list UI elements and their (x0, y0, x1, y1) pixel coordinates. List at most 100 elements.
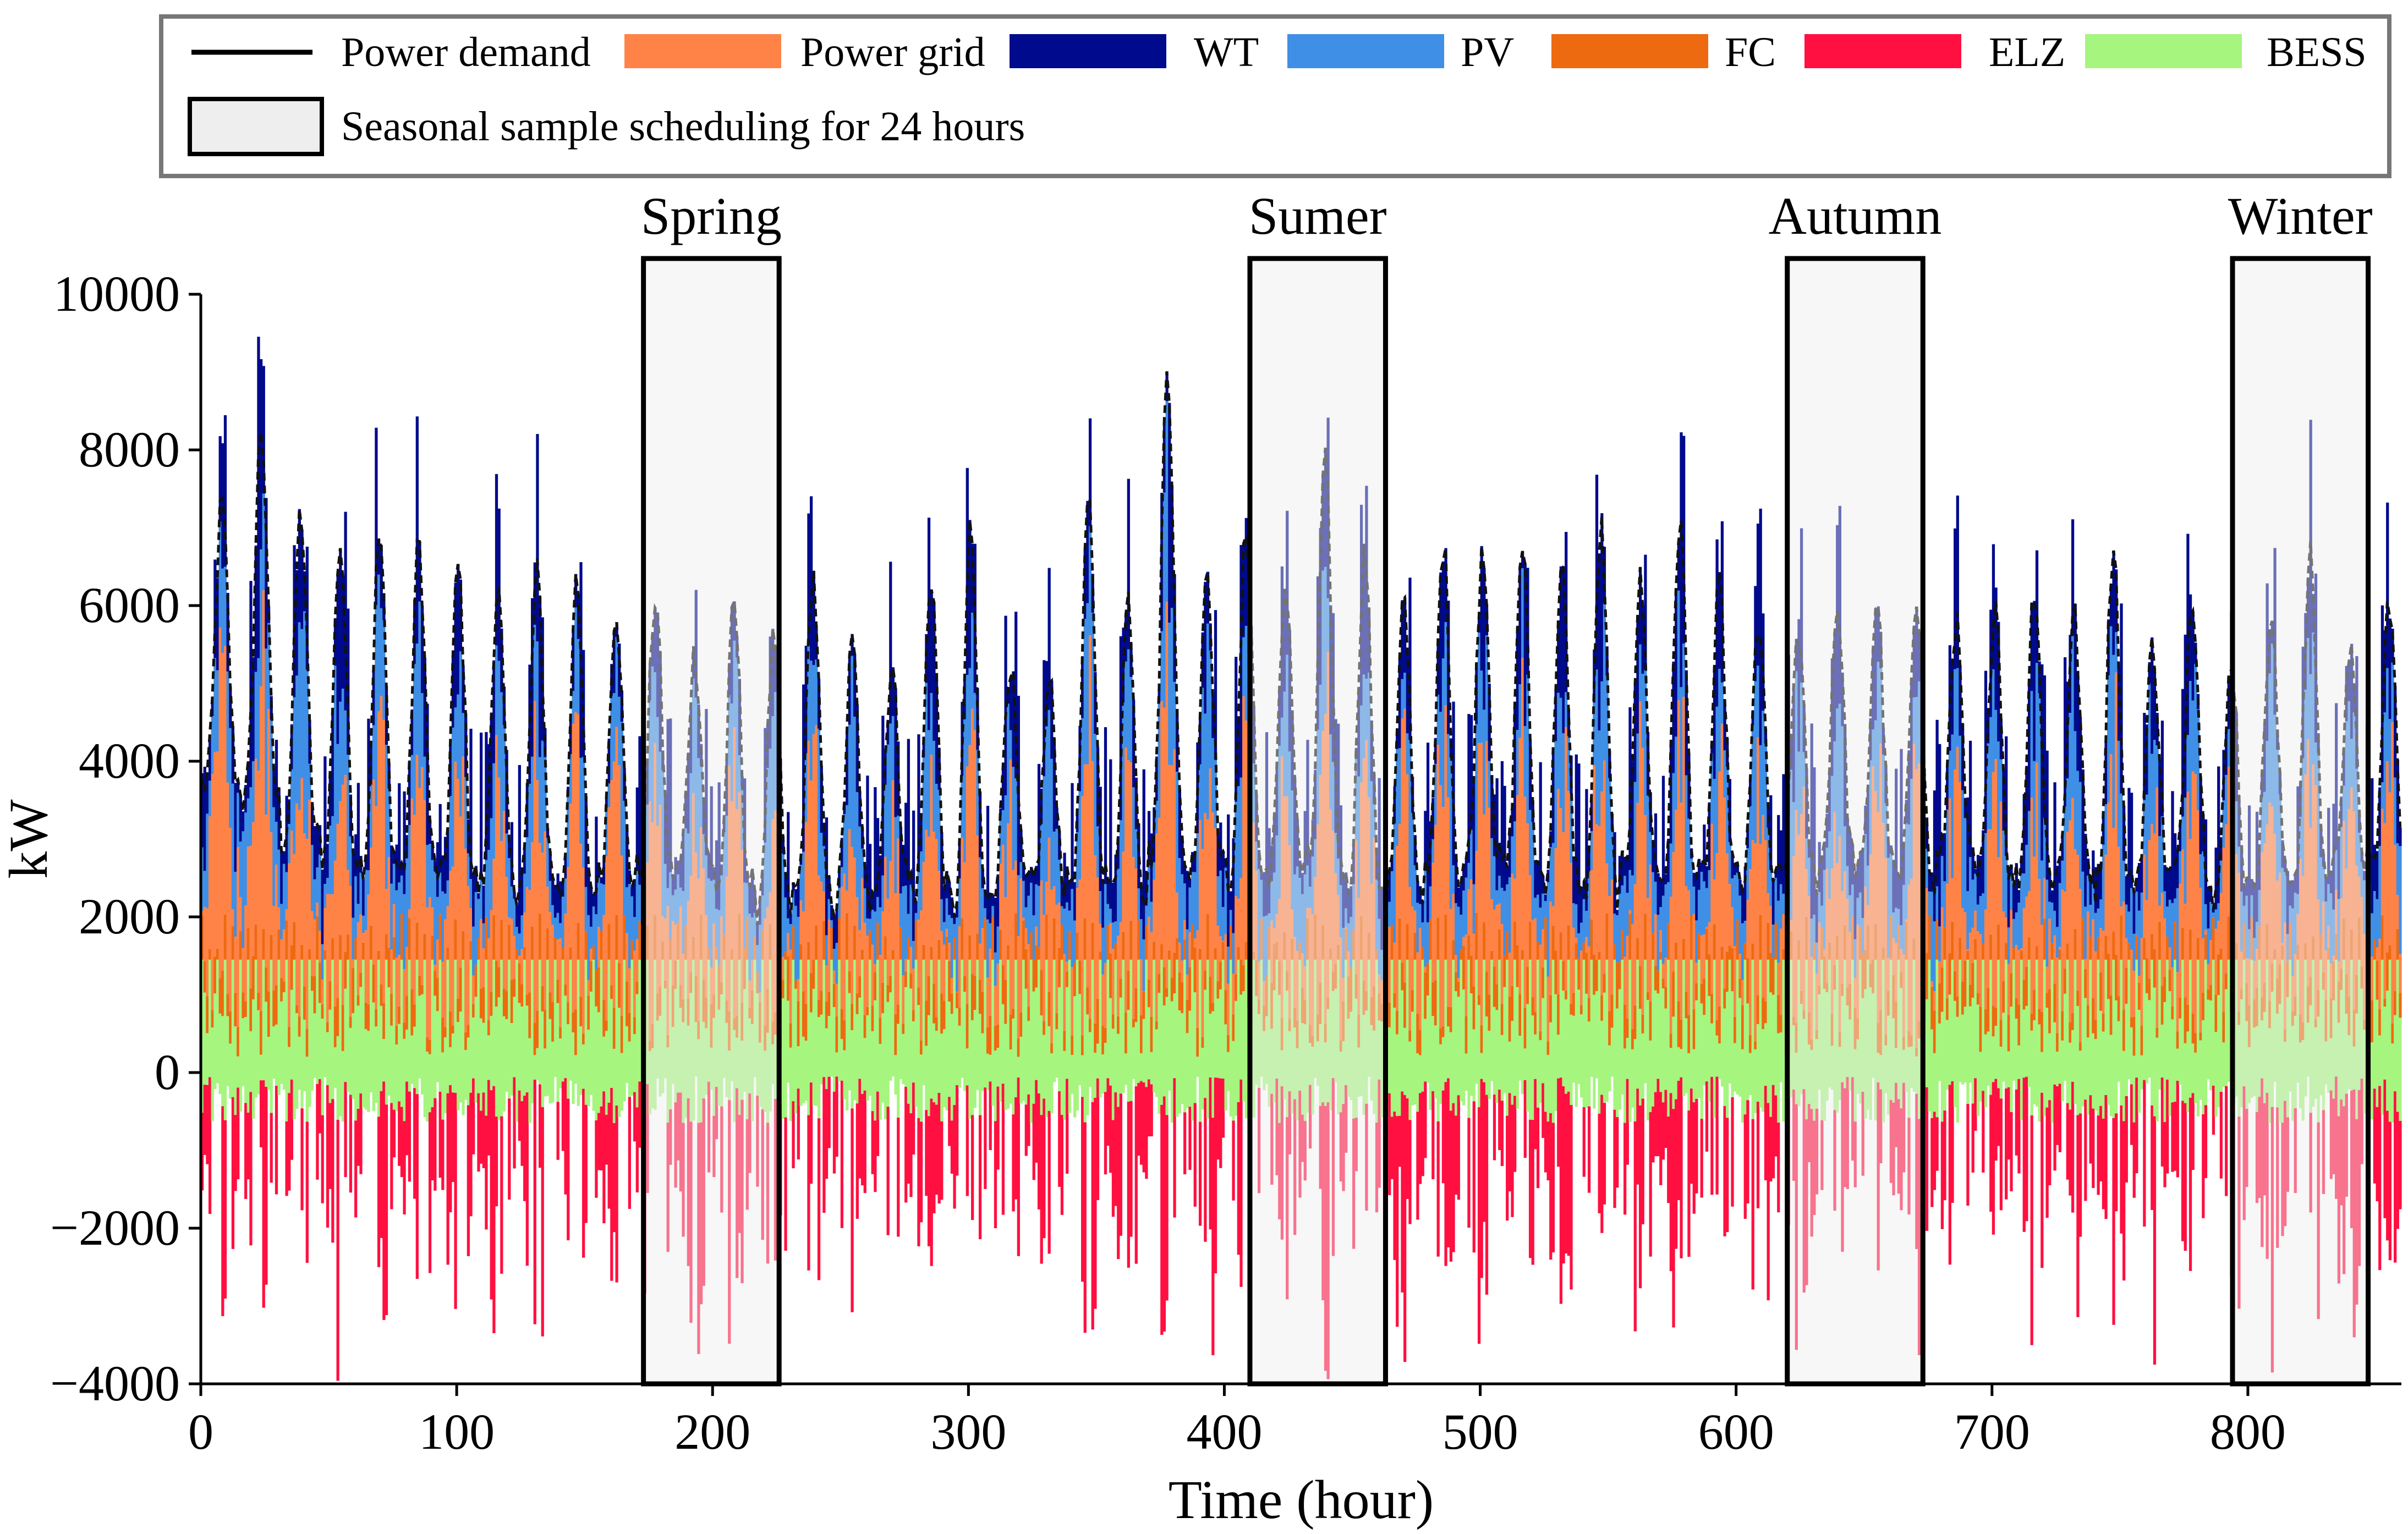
hour-bar (832, 916, 836, 1174)
grid-bar (579, 844, 583, 997)
hour-bar (321, 869, 324, 1203)
grid-bar (525, 887, 529, 995)
fc-bar (1094, 1023, 1097, 1053)
bess-bar (984, 959, 987, 1073)
fc-bar (1460, 949, 1463, 960)
hour-bar (1652, 840, 1655, 1163)
hour-bar (933, 602, 936, 1213)
bess-bar (1523, 1048, 1527, 1073)
pv-bar (948, 915, 951, 943)
grid-bar (326, 894, 330, 1022)
bess-charge-bar (1280, 1073, 1284, 1086)
bess-charge-bar (1726, 1073, 1729, 1118)
grid-bar (318, 931, 322, 963)
grid-bar (1528, 875, 1532, 922)
bess-bar (717, 1009, 721, 1073)
hour-bar (710, 786, 713, 1090)
wt-bar (1022, 863, 1025, 881)
bess-charge-bar (1710, 1073, 1714, 1077)
grid-bar (1815, 974, 1819, 1030)
hour-bar (1429, 821, 1432, 1110)
pv-bar (996, 926, 1000, 964)
elz-bar (1014, 1097, 1018, 1200)
hour-bar (1488, 683, 1491, 1099)
grid-bar (495, 735, 498, 961)
bess-bar (579, 1026, 583, 1073)
pv-bar (1546, 882, 1550, 977)
hour-bar (502, 686, 506, 1112)
bess-charge-bar (234, 1073, 237, 1115)
hour-bar (1715, 539, 1719, 1195)
elz-bar (971, 1115, 974, 1220)
hour-bar (1523, 563, 1527, 1158)
hour-bar (968, 520, 972, 1119)
pv-bar (1879, 668, 1883, 744)
pv-bar (976, 750, 979, 835)
hour-bar (1183, 865, 1187, 1175)
grid-bar (1830, 868, 1834, 1014)
grid-bar (203, 906, 206, 961)
bess-bar (1774, 959, 1778, 1073)
bess-charge-bar (1398, 1073, 1401, 1116)
fc-bar (1334, 964, 1337, 989)
fc-bar (1439, 1028, 1442, 1044)
elz-bar (1523, 1080, 1527, 1158)
fc-bar (1565, 991, 1568, 1000)
hour-bar (633, 879, 637, 1142)
wt-bar (809, 496, 813, 661)
bess-charge-bar (689, 1073, 693, 1122)
bess-bar (1286, 991, 1289, 1073)
elz-bar (1528, 1119, 1532, 1258)
bess-bar (1853, 1049, 1857, 1073)
pv-bar (584, 887, 588, 932)
wt-bar (1828, 769, 1831, 832)
fc-bar (1265, 975, 1269, 1016)
pv-bar (904, 886, 908, 959)
bess-bar (362, 959, 365, 1073)
bess-bar (469, 959, 473, 1073)
bess-bar (1441, 1037, 1445, 1073)
bess-charge-bar (1024, 1073, 1028, 1105)
fc-bar (602, 999, 606, 1037)
wt-bar (1106, 881, 1110, 904)
bess-bar (1337, 959, 1340, 1073)
hour-bar (1357, 686, 1361, 1097)
elz-bar (582, 1088, 585, 1258)
fc-bar (229, 1011, 232, 1044)
bess-charge-bar (1590, 1073, 1593, 1077)
fc-bar (285, 920, 288, 960)
fc-bar (367, 1004, 370, 1031)
pv-bar (1350, 917, 1353, 967)
hour-bar (1577, 763, 1581, 1085)
pv-bar (1071, 889, 1074, 967)
pv-bar (991, 906, 995, 917)
hour-bar (868, 844, 872, 1096)
grid-bar (1728, 884, 1731, 946)
bess-bar (866, 1015, 869, 1073)
bess-charge-bar (697, 1073, 700, 1123)
wt-bar (1623, 856, 1627, 876)
hour-bar (894, 688, 897, 1095)
bess-bar (922, 959, 925, 1073)
elz-bar (1813, 1120, 1816, 1215)
wt-bar (933, 602, 936, 741)
wt-bar (1111, 882, 1115, 923)
bess-charge-bar (1743, 1073, 1747, 1115)
wt-bar (677, 860, 680, 875)
bess-charge-bar (1178, 1073, 1181, 1114)
pv-bar (523, 873, 526, 913)
hour-bar (1239, 545, 1243, 1287)
bess-charge-bar (290, 1073, 294, 1080)
fc-bar (1037, 947, 1041, 960)
bess-bar (1521, 959, 1524, 1073)
bess-charge-bar (1874, 1073, 1878, 1121)
bess-bar (612, 1048, 616, 1073)
pv-bar (1825, 848, 1829, 869)
fc-bar (866, 1007, 869, 1015)
hour-bar (561, 883, 565, 1151)
hour-bar (963, 676, 967, 1091)
hour-bar (201, 773, 204, 1191)
bess-charge-bar (1378, 1073, 1381, 1080)
hour-bar (1767, 806, 1770, 1301)
hour-bar (1345, 872, 1348, 1153)
